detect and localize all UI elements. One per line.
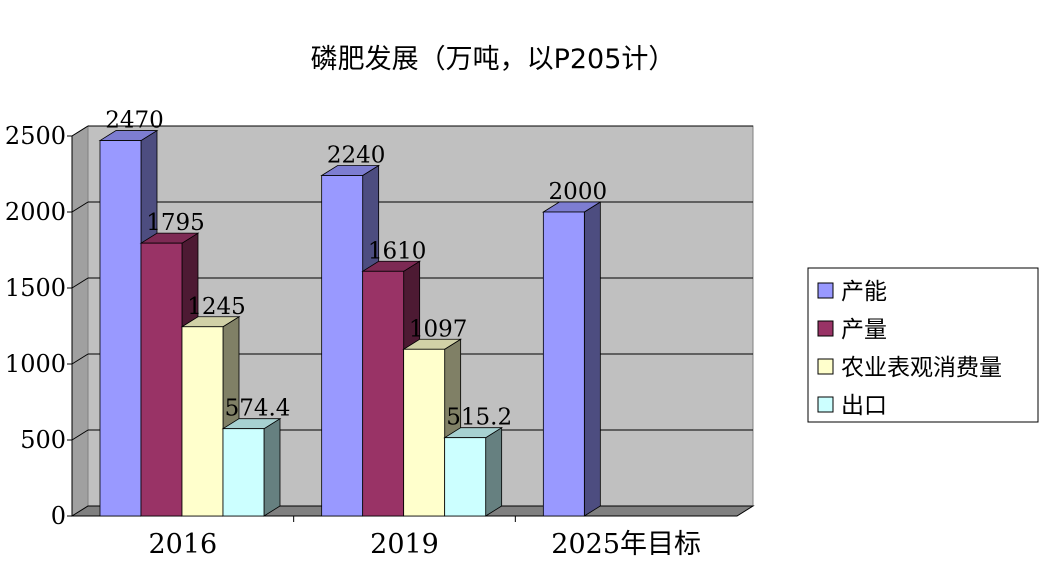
bar-front	[362, 270, 405, 517]
bar-front	[99, 140, 142, 517]
bar	[221, 417, 282, 517]
bar-side	[485, 426, 503, 517]
legend-swatch	[817, 320, 834, 337]
legend-box	[807, 267, 1039, 423]
bar-side	[263, 417, 281, 517]
gridline-side	[71, 429, 89, 441]
legend-swatch	[817, 358, 834, 375]
y-tick-label: 0	[51, 502, 66, 530]
gridline-side	[71, 277, 89, 289]
legend-swatch	[817, 282, 834, 299]
y-tick-label: 2000	[5, 198, 66, 226]
gridline-side	[71, 353, 89, 365]
data-label: 2000	[549, 179, 608, 205]
y-tick-label: 2500	[5, 122, 66, 150]
data-label: 515.2	[446, 405, 512, 431]
chart-title: 磷肥发展（万吨，以P205计）	[311, 44, 676, 75]
bar	[541, 201, 602, 517]
bar-front	[444, 437, 487, 517]
x-category-label: 2025年目标	[551, 529, 701, 560]
bar-front	[403, 348, 446, 517]
bar-front	[181, 326, 224, 517]
bar-front	[542, 211, 585, 517]
data-label: 574.4	[225, 396, 291, 422]
data-label: 1097	[409, 316, 468, 342]
data-label: 1610	[368, 238, 427, 264]
gridline-side	[71, 201, 89, 213]
x-category-label: 2019	[370, 529, 439, 560]
bar-series	[98, 129, 602, 517]
bar-front	[222, 428, 265, 517]
x-category-label: 2016	[148, 529, 217, 560]
gridline-side	[71, 125, 89, 137]
legend-label: 产能	[841, 279, 887, 305]
x-axis: 2016 2019 2025年目标	[148, 516, 701, 560]
legend-label: 产量	[841, 317, 887, 343]
y-tick-label: 500	[20, 426, 66, 454]
bar-front	[321, 175, 364, 517]
data-label: 1245	[187, 294, 246, 320]
bar-side	[583, 201, 601, 517]
data-labels: 2470 1795 1245 574.4 2240 1610 1097 515.2 2000	[105, 108, 607, 431]
y-tick-label: 1000	[5, 350, 66, 378]
data-label: 2470	[105, 108, 164, 134]
side-wall	[71, 125, 89, 517]
legend-swatch	[817, 396, 834, 413]
legend-label: 出口	[841, 393, 887, 419]
bar	[443, 426, 504, 517]
y-tick-label: 1500	[5, 274, 66, 302]
bar-front	[140, 242, 183, 517]
y-axis: 0 500 1000 1500 2000 2500	[5, 122, 72, 530]
data-label: 2240	[327, 143, 386, 169]
data-label: 1795	[146, 210, 205, 236]
legend-label: 农业表观消费量	[841, 355, 1002, 381]
